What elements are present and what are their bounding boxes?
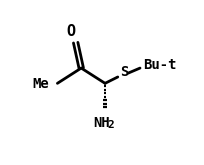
Text: Bu-t: Bu-t (142, 58, 176, 72)
Text: Me: Me (32, 77, 48, 91)
Text: O: O (66, 24, 75, 39)
Text: S: S (119, 65, 128, 79)
Text: NH: NH (93, 116, 110, 130)
Text: 2: 2 (107, 120, 113, 130)
